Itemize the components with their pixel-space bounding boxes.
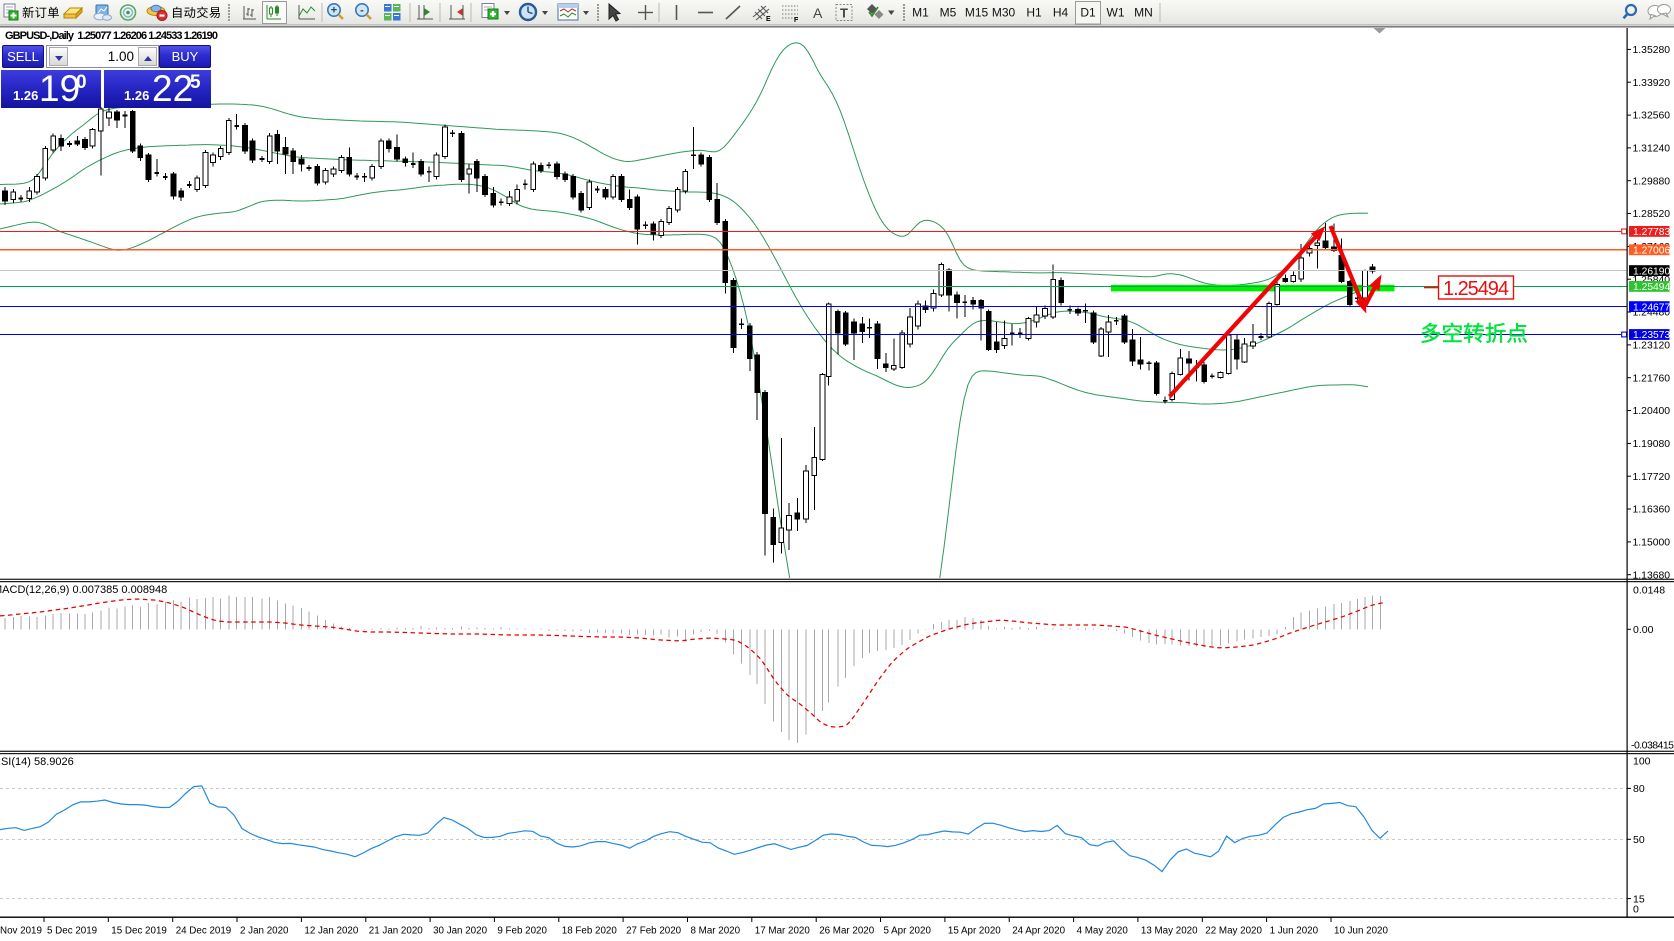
svg-text:D1: D1 (1080, 6, 1096, 20)
svg-text:10 Jun 2020: 10 Jun 2020 (1334, 926, 1388, 937)
svg-text:1.23120: 1.23120 (1633, 341, 1671, 352)
svg-text:1.33920: 1.33920 (1633, 78, 1671, 89)
svg-text:H4: H4 (1053, 6, 1069, 20)
svg-text:A: A (813, 5, 823, 21)
svg-text:1.23573: 1.23573 (1633, 330, 1670, 341)
svg-text:24 Dec 2019: 24 Dec 2019 (176, 926, 232, 937)
svg-text:GBPUSD-,Daily 1.25077 1.26206: GBPUSD-,Daily 1.25077 1.26206 1.24533 1.… (5, 30, 218, 42)
svg-text:1.19080: 1.19080 (1633, 439, 1671, 450)
svg-text:1.27006: 1.27006 (1633, 246, 1670, 257)
svg-text:15: 15 (1633, 893, 1645, 905)
svg-text:27 Feb 2020: 27 Feb 2020 (626, 926, 682, 937)
svg-text:18 Feb 2020: 18 Feb 2020 (562, 926, 618, 937)
svg-text:0.00: 0.00 (1633, 624, 1654, 636)
svg-text:1.17720: 1.17720 (1633, 472, 1671, 483)
svg-text:M15: M15 (965, 6, 989, 20)
svg-text:4 May 2020: 4 May 2020 (1077, 926, 1129, 937)
svg-text:8 Mar 2020: 8 Mar 2020 (691, 926, 741, 937)
svg-text:12 Jan 2020: 12 Jan 2020 (304, 926, 358, 937)
svg-text:1.16360: 1.16360 (1633, 505, 1671, 516)
svg-text:E: E (766, 16, 771, 23)
svg-text:1.25494: 1.25494 (1443, 278, 1509, 300)
svg-text:24 Apr 2020: 24 Apr 2020 (1012, 926, 1065, 937)
svg-text:5 Dec 2019: 5 Dec 2019 (47, 926, 97, 937)
svg-text:50: 50 (1633, 834, 1645, 846)
svg-text:30 Jan 2020: 30 Jan 2020 (433, 926, 487, 937)
svg-text:1.26190: 1.26190 (1633, 266, 1670, 277)
svg-text:9 Feb 2020: 9 Feb 2020 (497, 926, 547, 937)
svg-text:15 Dec 2019: 15 Dec 2019 (111, 926, 167, 937)
svg-text:1.21760: 1.21760 (1633, 373, 1671, 384)
svg-text:1.24480: 1.24480 (1633, 308, 1671, 319)
svg-text:Nov 2019: Nov 2019 (0, 926, 42, 937)
svg-text:1.32560: 1.32560 (1633, 111, 1671, 122)
svg-text:15 Apr 2020: 15 Apr 2020 (948, 926, 1001, 937)
svg-text:1.27783: 1.27783 (1633, 227, 1670, 238)
svg-text:1.20400: 1.20400 (1633, 406, 1671, 417)
svg-text:1.25840: 1.25840 (1633, 275, 1671, 286)
svg-text:1.31240: 1.31240 (1633, 144, 1671, 155)
svg-text:21 Jan 2020: 21 Jan 2020 (369, 926, 423, 937)
svg-text:1 Jun 2020: 1 Jun 2020 (1270, 926, 1319, 937)
svg-text:T: T (840, 6, 848, 21)
svg-text:1.35280: 1.35280 (1633, 45, 1671, 56)
svg-text:100: 100 (1633, 756, 1651, 768)
svg-text:MACD(12,26,9) 0.007385 0.00894: MACD(12,26,9) 0.007385 0.008948 (0, 584, 167, 596)
svg-text:1.13680: 1.13680 (1633, 570, 1671, 581)
svg-text:5 Apr 2020: 5 Apr 2020 (884, 926, 932, 937)
svg-text:RSI(14) 58.9026: RSI(14) 58.9026 (0, 756, 74, 768)
svg-text:1.15000: 1.15000 (1633, 538, 1671, 549)
svg-text:2 Jan 2020: 2 Jan 2020 (240, 926, 289, 937)
svg-text:17 Mar 2020: 17 Mar 2020 (755, 926, 811, 937)
svg-text:1.25494: 1.25494 (1633, 282, 1670, 293)
svg-text:-0.038415: -0.038415 (1631, 740, 1674, 752)
svg-text:0.0148: 0.0148 (1633, 585, 1665, 597)
svg-text:W1: W1 (1107, 6, 1125, 20)
svg-text:M5: M5 (940, 6, 957, 20)
svg-text:MN: MN (1134, 6, 1153, 20)
svg-text:13 May 2020: 13 May 2020 (1141, 926, 1198, 937)
svg-text:1.28520: 1.28520 (1633, 209, 1671, 220)
svg-text:0: 0 (1633, 903, 1639, 915)
svg-text:22 May 2020: 22 May 2020 (1205, 926, 1262, 937)
svg-text:1.29880: 1.29880 (1633, 176, 1671, 187)
svg-text:-: - (360, 5, 364, 17)
svg-text:26 Mar 2020: 26 Mar 2020 (819, 926, 875, 937)
svg-text:M30: M30 (992, 6, 1016, 20)
svg-text:80: 80 (1633, 783, 1645, 795)
svg-text:F: F (794, 17, 799, 24)
svg-text:+: + (331, 5, 337, 17)
svg-text:1.24677: 1.24677 (1633, 302, 1670, 313)
svg-text:M1: M1 (912, 6, 929, 20)
svg-text:H1: H1 (1026, 6, 1042, 20)
